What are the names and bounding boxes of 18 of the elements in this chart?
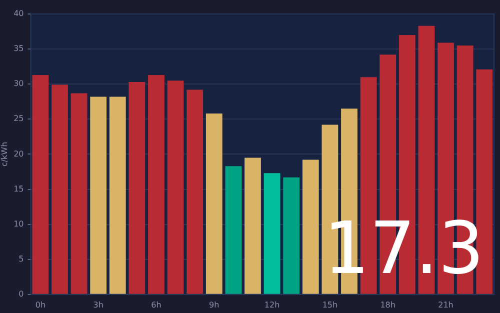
y-tick-label: 25 xyxy=(14,114,24,124)
y-tick-label: 10 xyxy=(14,219,24,228)
x-tick-label: 6h xyxy=(151,300,162,310)
y-tick-label: 15 xyxy=(14,184,24,194)
y-tick-label: 20 xyxy=(14,149,24,158)
x-tick-label: 18h xyxy=(380,300,396,310)
y-tick-label: 0 xyxy=(18,289,24,298)
y-tick-label: 30 xyxy=(14,79,24,88)
y-tick-label: 35 xyxy=(14,44,24,54)
x-tick-label: 0h xyxy=(35,300,46,310)
y-tick-label: 5 xyxy=(18,254,24,264)
x-tick-label: 9h xyxy=(209,300,220,310)
x-tick-label: 12h xyxy=(264,300,280,310)
x-tick-label: 21h xyxy=(438,300,454,310)
x-tick-label: 3h xyxy=(93,300,104,310)
x-tick-label: 15h xyxy=(322,300,338,310)
y-tick-label: 40 xyxy=(14,9,24,18)
y-axis-title: c/kWh xyxy=(0,142,9,167)
